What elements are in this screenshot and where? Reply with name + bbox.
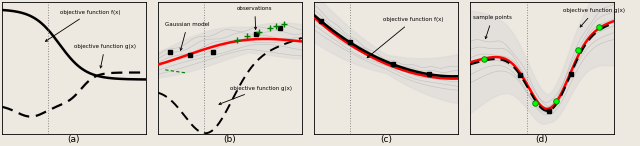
Text: objective function f(x): objective function f(x) — [367, 17, 444, 58]
X-axis label: (c): (c) — [380, 135, 392, 144]
Text: objective function f(x): objective function f(x) — [45, 10, 120, 41]
Text: observations: observations — [237, 6, 273, 29]
X-axis label: (b): (b) — [223, 135, 236, 144]
Text: objective function g(x): objective function g(x) — [219, 86, 292, 105]
Text: Gaussian model: Gaussian model — [165, 22, 210, 50]
Text: sample points: sample points — [473, 15, 512, 39]
Text: objective function g(x): objective function g(x) — [563, 8, 625, 27]
X-axis label: (a): (a) — [68, 135, 80, 144]
Text: objective function g(x): objective function g(x) — [74, 44, 136, 68]
X-axis label: (d): (d) — [536, 135, 548, 144]
